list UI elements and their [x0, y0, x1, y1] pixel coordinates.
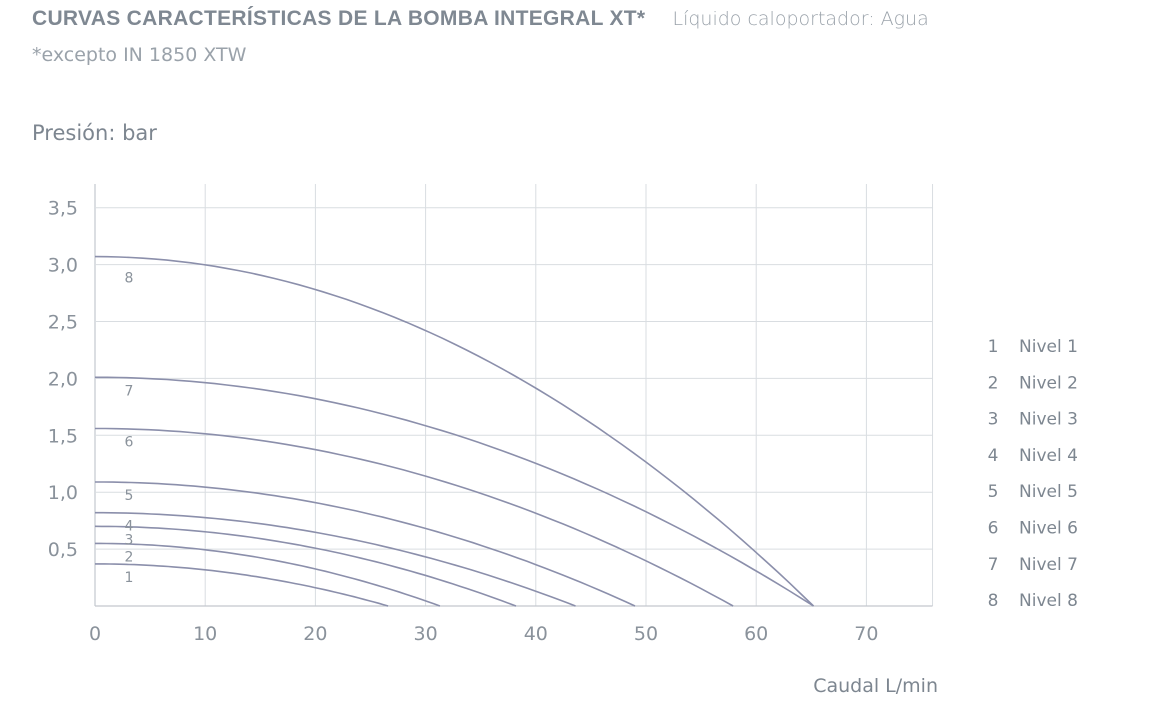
- x-axis-title: Caudal L/min: [813, 675, 938, 697]
- legend-number: 8: [988, 591, 999, 611]
- x-tick-label: 50: [634, 623, 658, 645]
- y-tick-label: 2,0: [48, 368, 78, 390]
- legend: 1 Nivel 1 2 Nivel 2 3 Nivel 3 4 Nivel 4 5 Nivel 5…: [988, 337, 1078, 611]
- curve-nivel-5: [95, 481, 636, 607]
- curve-nivel-8: [94, 255, 815, 607]
- curve-nivel-7: [95, 376, 814, 607]
- x-tick-label: 40: [524, 623, 548, 645]
- legend-number: 2: [988, 373, 999, 393]
- y-tick-label: 0,5: [48, 539, 78, 561]
- x-tick-label: 30: [414, 623, 438, 645]
- curve-nivel-6: [95, 427, 734, 607]
- curve-label-6: 6: [125, 434, 134, 450]
- curve-label-7: 7: [125, 383, 134, 399]
- y-tick-label: 1,5: [48, 425, 78, 447]
- y-axis-title: Presión: bar: [32, 121, 157, 145]
- y-tick-label: 3,0: [48, 255, 78, 277]
- legend-number: 5: [988, 482, 999, 502]
- curve-label-8: 8: [125, 271, 134, 287]
- x-tick-label: 0: [89, 623, 101, 645]
- curve-label-5: 5: [125, 488, 134, 504]
- legend-number: 4: [988, 446, 999, 466]
- curve-nivel-2: [95, 542, 441, 607]
- chart-subtitle: Líquido caloportador: Agua: [672, 8, 929, 30]
- chart-note: *excepto IN 1850 XTW: [32, 44, 247, 66]
- legend-entry: Nivel 4: [1019, 446, 1078, 466]
- legend-entry: Nivel 7: [1019, 555, 1078, 575]
- curve-label-1: 1: [125, 570, 134, 586]
- legend-entry: Nivel 3: [1019, 410, 1078, 430]
- x-tick-label: 10: [193, 623, 217, 645]
- title-row: CURVAS CARACTERÍSTICAS DE LA BOMBA INTEG…: [32, 7, 929, 31]
- curve-label-2: 2: [125, 549, 134, 565]
- grid-layer: [94, 184, 934, 607]
- curve-nivel-1: [95, 563, 389, 607]
- legend-number: 1: [988, 337, 999, 357]
- x-tick-label: 60: [744, 623, 768, 645]
- x-tick-label: 70: [854, 623, 878, 645]
- legend-entry: Nivel 2: [1019, 373, 1078, 393]
- legend-number: 7: [988, 555, 999, 575]
- curve-nivel-4: [95, 511, 576, 607]
- curve-label-4: 4: [125, 519, 134, 535]
- y-tick-label: 1,0: [48, 482, 78, 504]
- y-tick-label: 3,5: [48, 198, 78, 220]
- legend-entry: Nivel 1: [1019, 337, 1078, 357]
- curve-nivel-3: [94, 525, 517, 607]
- x-tick-label: 20: [303, 623, 327, 645]
- legend-entry: Nivel 8: [1019, 591, 1078, 611]
- legend-number: 6: [988, 519, 999, 539]
- y-tick-label: 2,5: [48, 312, 78, 334]
- chart-title: CURVAS CARACTERÍSTICAS DE LA BOMBA INTEG…: [32, 7, 646, 30]
- curve-layer: [94, 255, 815, 607]
- curve-label-3: 3: [125, 532, 134, 548]
- curve-label-layer: 1 234 5 6 7 8: [125, 271, 134, 586]
- legend-entry: Nivel 6: [1019, 519, 1078, 539]
- legend-entry: Nivel 5: [1019, 482, 1078, 502]
- tick-layer: 0 10 20 30 40 50 60 70 0,5 1,0 1,5 2,0 2,5 3,0 3,5: [48, 198, 879, 645]
- legend-number: 3: [988, 410, 999, 430]
